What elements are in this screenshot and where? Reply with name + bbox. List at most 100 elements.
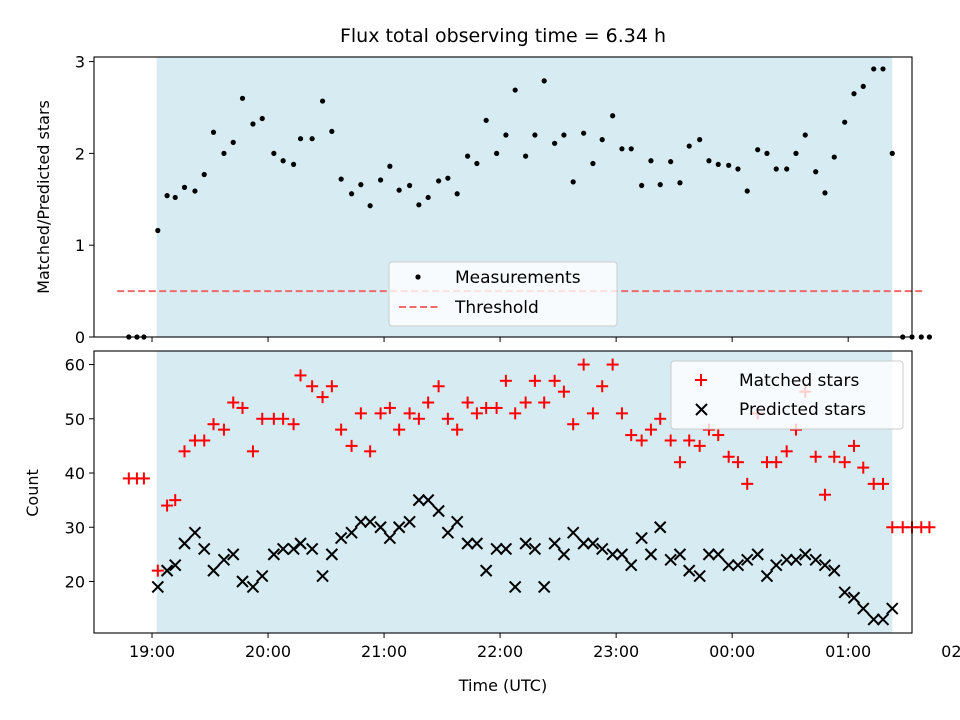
predicted-stars-point	[886, 602, 899, 615]
matched-stars-point	[277, 412, 290, 425]
predicted-stars-point	[305, 542, 319, 556]
measurement-point	[639, 182, 645, 189]
legend-predicted-label: Predicted stars	[739, 400, 866, 420]
predicted-stars-point	[683, 564, 696, 577]
ratio-x-ticks	[151, 337, 849, 342]
predicted-stars-point	[818, 559, 832, 572]
predicted-stars-point	[566, 526, 580, 539]
measurement-point	[918, 334, 924, 340]
predicted-stars-point	[741, 553, 754, 566]
matched-stars-point	[236, 401, 249, 414]
matched-stars-point	[557, 385, 570, 398]
matched-stars-point	[509, 407, 522, 420]
measurement-point	[309, 136, 315, 142]
predicted-stars-point	[345, 526, 358, 539]
predicted-stars-point	[267, 548, 281, 561]
measurement-point	[793, 150, 799, 156]
y-tick-label: 3	[75, 53, 85, 72]
matched-stars-point	[809, 450, 822, 463]
matched-stars-point	[470, 407, 483, 420]
matched-stars-point	[693, 439, 706, 452]
predicted-stars-point	[508, 580, 522, 594]
predicted-stars-point	[876, 613, 890, 626]
predicted-stars-point	[316, 569, 329, 583]
predicted-stars-point	[712, 548, 725, 561]
predicted-stars-point	[325, 548, 339, 561]
predicted-stars-point	[198, 542, 211, 556]
measurement-point	[387, 163, 393, 169]
measurement-point	[619, 146, 625, 152]
measurement-point	[290, 161, 297, 168]
measurement-point	[926, 334, 933, 340]
measurement-point	[445, 175, 451, 181]
measurement-point	[259, 115, 265, 122]
matched-stars-point	[828, 450, 841, 463]
matched-stars-point	[625, 429, 638, 442]
ratio-legend-box	[388, 261, 618, 327]
measurement-point	[474, 160, 480, 167]
measurement-point	[552, 140, 558, 146]
predicted-stars-series	[151, 493, 899, 626]
predicted-stars-point	[383, 531, 397, 545]
predicted-stars-point	[644, 548, 658, 561]
y-tick-label: 50	[65, 410, 85, 429]
predicted-stars-point	[799, 548, 812, 561]
predicted-stars-point	[421, 493, 435, 507]
predicted-stars-point	[294, 537, 307, 550]
predicted-stars-point	[731, 559, 745, 572]
predicted-stars-point	[276, 542, 290, 556]
predicted-stars-point	[490, 542, 503, 556]
matched-stars-point	[422, 396, 435, 409]
measurement-point	[871, 66, 877, 72]
matched-stars-point	[287, 418, 300, 431]
ratio-measurements-series	[126, 66, 933, 340]
matched-stars-point	[538, 396, 551, 409]
predicted-stars-point	[751, 548, 764, 561]
measurement-point	[686, 143, 692, 149]
ratio-y-axis-label: Matched/Predicted stars	[34, 100, 53, 294]
measurement-point	[210, 129, 217, 135]
matched-stars-point	[499, 374, 512, 387]
matched-stars-point	[161, 499, 174, 512]
matched-stars-point	[567, 418, 580, 431]
measurement-point	[358, 182, 364, 188]
measurement-point	[250, 121, 256, 127]
matched-stars-point	[217, 423, 230, 436]
x-tick-label: 20:00	[245, 642, 291, 661]
matched-stars-point	[178, 445, 191, 458]
measurement-point	[280, 158, 286, 164]
predicted-stars-point	[577, 537, 590, 550]
matched-stars-point	[664, 434, 677, 447]
matched-stars-point	[403, 407, 416, 420]
measurement-point	[889, 150, 895, 156]
counts-x-ticks: 19:00 20:00 21:00 22:00 23:00 00:00 01:00 02:00	[129, 633, 960, 661]
measurement-point	[715, 161, 721, 168]
predicted-stars-point	[867, 613, 880, 626]
ratio-legend: Measurements Threshold	[388, 261, 618, 327]
matched-stars-point	[207, 418, 220, 431]
x-tick-label: 22:00	[477, 642, 523, 661]
counts-y-axis-label: Count	[23, 469, 42, 517]
predicted-stars-point	[354, 515, 368, 529]
legend-matched-label: Matched stars	[739, 371, 859, 391]
measurement-point	[744, 188, 750, 194]
matched-stars-point	[490, 401, 503, 414]
predicted-stars-point	[227, 548, 240, 561]
predicted-stars-point	[606, 548, 619, 561]
measurement-point	[648, 158, 654, 164]
y-tick-label: 0	[75, 328, 85, 347]
legend-threshold-label: Threshold	[454, 298, 539, 318]
matched-stars-point	[615, 407, 628, 420]
predicted-stars-point	[557, 548, 571, 561]
predicted-stars-point	[595, 542, 609, 556]
legend-measurements-marker	[415, 274, 421, 280]
y-tick-label: 60	[65, 356, 85, 375]
matched-stars-point	[606, 358, 619, 371]
ratio-y-ticks: 0 1 2 3	[75, 53, 94, 347]
matched-stars-point	[712, 429, 725, 442]
measurement-point	[677, 180, 683, 186]
matched-stars-point	[383, 401, 396, 414]
measurement-point	[880, 66, 886, 72]
measurement-point	[590, 160, 596, 167]
measurement-point	[230, 139, 236, 145]
